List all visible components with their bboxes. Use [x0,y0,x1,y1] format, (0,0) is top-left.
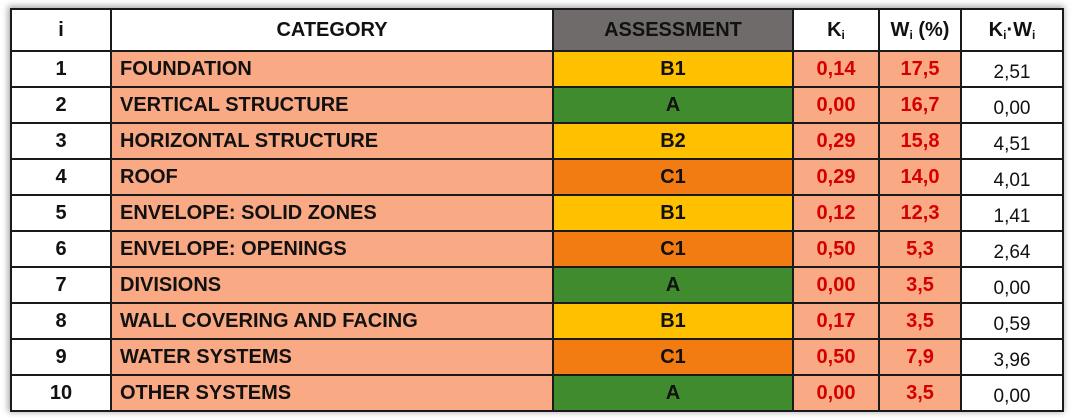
row-w-value: 3,5 [878,374,962,412]
row-index: 9 [10,338,112,376]
row-kw-value: 2,64 [960,230,1064,268]
row-k-value: 0,14 [792,50,880,88]
row-index: 1 [10,50,112,88]
row-assessment: C1 [552,338,794,376]
row-k-value: 0,17 [792,302,880,340]
row-assessment: A [552,266,794,304]
table-row: 7 DIVISIONS A 0,00 3,5 0,00 [10,266,1064,304]
row-assessment: A [552,374,794,412]
row-index: 3 [10,122,112,160]
table-row: 1 FOUNDATION B1 0,14 17,5 2,51 [10,50,1064,88]
row-w-value: 7,9 [878,338,962,376]
header-kw-w-subscript: i [1032,27,1036,42]
row-w-value: 15,8 [878,122,962,160]
row-index: 2 [10,86,112,124]
header-k-subscript: i [841,27,845,42]
header-kw-dot: · [1006,18,1014,41]
table-row: 2 VERTICAL STRUCTURE A 0,00 16,7 0,00 [10,86,1064,124]
row-assessment: B2 [552,122,794,160]
row-assessment: B1 [552,194,794,232]
row-category: FOUNDATION [110,50,554,88]
header-kw: Ki·Wi [960,8,1064,52]
row-category: VERTICAL STRUCTURE [110,86,554,124]
header-kw-k-subscript: i [1003,27,1007,42]
row-kw-value: 2,51 [960,50,1064,88]
row-w-value: 14,0 [878,158,962,196]
header-k: Ki [792,8,880,52]
row-kw-value: 4,51 [960,122,1064,160]
table-row: 4 ROOF C1 0,29 14,0 4,01 [10,158,1064,196]
row-w-value: 3,5 [878,302,962,340]
row-w-value: 5,3 [878,230,962,268]
table-row: 6 ENVELOPE: OPENINGS C1 0,50 5,3 2,64 [10,230,1064,268]
row-k-value: 0,29 [792,158,880,196]
row-k-value: 0,12 [792,194,880,232]
row-category: HORIZONTAL STRUCTURE [110,122,554,160]
header-index: i [10,8,112,52]
row-kw-value: 1,41 [960,194,1064,232]
row-kw-value: 4,01 [960,158,1064,196]
row-index: 6 [10,230,112,268]
row-kw-value: 3,96 [960,338,1064,376]
row-category: ROOF [110,158,554,196]
header-w-unit: (%) [912,18,950,41]
table-row: 10 OTHER SYSTEMS A 0,00 3,5 0,00 [10,374,1064,412]
row-category: OTHER SYSTEMS [110,374,554,412]
row-k-value: 0,00 [792,266,880,304]
header-kw-w: W [1013,18,1032,41]
row-category: WATER SYSTEMS [110,338,554,376]
row-kw-value: 0,00 [960,86,1064,124]
header-w: Wi (%) [878,8,962,52]
row-w-value: 12,3 [878,194,962,232]
row-category: DIVISIONS [110,266,554,304]
row-category: ENVELOPE: OPENINGS [110,230,554,268]
header-kw-k: K [988,18,1004,41]
row-k-value: 0,00 [792,86,880,124]
header-k-letter: K [827,18,842,41]
row-assessment: B1 [552,302,794,340]
row-k-value: 0,29 [792,122,880,160]
row-k-value: 0,00 [792,374,880,412]
header-w-subscript: i [909,27,913,42]
row-assessment: C1 [552,158,794,196]
row-index: 7 [10,266,112,304]
row-index: 4 [10,158,112,196]
table-row: 5 ENVELOPE: SOLID ZONES B1 0,12 12,3 1,41 [10,194,1064,232]
row-k-value: 0,50 [792,338,880,376]
header-category: CATEGORY [110,8,554,52]
row-index: 10 [10,374,112,412]
row-w-value: 17,5 [878,50,962,88]
row-w-value: 16,7 [878,86,962,124]
row-w-value: 3,5 [878,266,962,304]
header-assessment: ASSESSMENT [552,8,794,52]
row-assessment: B1 [552,50,794,88]
table-row: 8 WALL COVERING AND FACING B1 0,17 3,5 0,59 [10,302,1064,340]
row-index: 8 [10,302,112,340]
row-index: 5 [10,194,112,232]
row-kw-value: 0,00 [960,374,1064,412]
table-row: 3 HORIZONTAL STRUCTURE B2 0,29 15,8 4,51 [10,122,1064,160]
row-category: ENVELOPE: SOLID ZONES [110,194,554,232]
table-body: 1 FOUNDATION B1 0,14 17,5 2,51 2 VERTICAL STRUC… [10,50,1064,412]
row-assessment: A [552,86,794,124]
table-row: 9 WATER SYSTEMS C1 0,50 7,9 3,96 [10,338,1064,376]
row-k-value: 0,50 [792,230,880,268]
header-w-letter: W [890,18,910,41]
row-kw-value: 0,00 [960,266,1064,304]
row-category: WALL COVERING AND FACING [110,302,554,340]
row-kw-value: 0,59 [960,302,1064,340]
row-assessment: C1 [552,230,794,268]
header-row: i CATEGORY ASSESSMENT Ki Wi (%) Ki·Wi [10,8,1064,52]
